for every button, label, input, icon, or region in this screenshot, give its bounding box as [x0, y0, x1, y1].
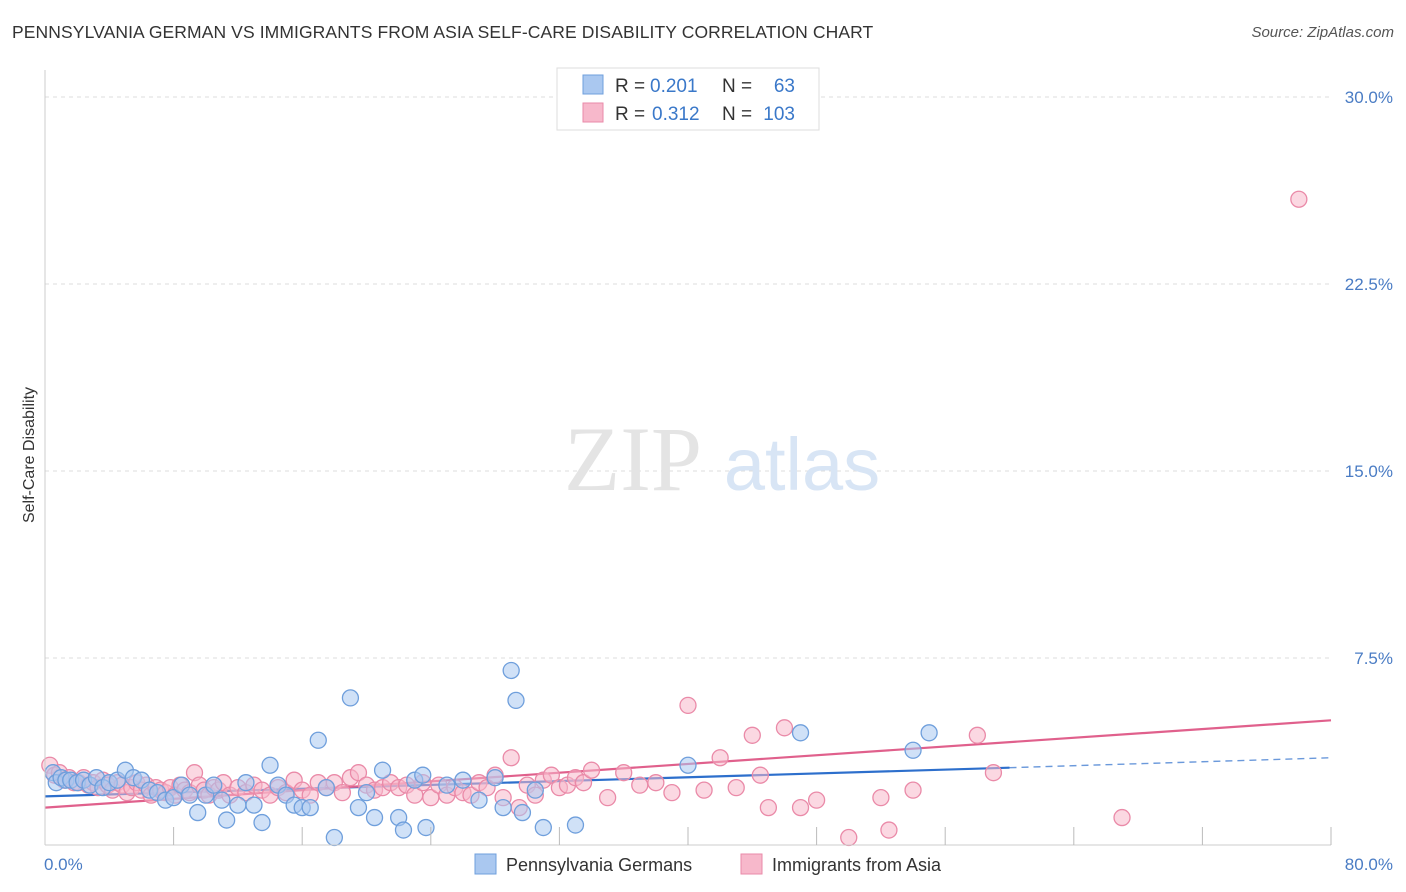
point-immigrants-from-asia [333, 783, 352, 802]
axes: 7.5% 15.0% 22.5% 30.0% 0.0% 80.0% [44, 70, 1393, 874]
point-pennsylvania-germans [414, 766, 432, 784]
point-immigrants-from-asia [679, 696, 697, 715]
point-pennsylvania-germans [181, 786, 199, 804]
point-pennsylvania-germans [357, 783, 376, 802]
source-note: Source: ZipAtlas.com [1251, 24, 1394, 41]
point-immigrants-from-asia [759, 798, 778, 817]
point-immigrants-from-asia [791, 798, 810, 817]
point-pennsylvania-germans [341, 689, 360, 707]
point-immigrants-from-asia [1290, 190, 1308, 208]
point-immigrants-from-asia [502, 749, 520, 767]
point-pennsylvania-germans [253, 813, 271, 832]
point-immigrants-from-asia [598, 788, 617, 807]
point-immigrants-from-asia [872, 788, 890, 807]
point-immigrants-from-asia [615, 764, 633, 782]
point-immigrants-from-asia [984, 764, 1003, 782]
bottom-legend: Pennsylvania Germans Immigrants from Asi… [474, 853, 942, 875]
legend-n-label-1: N = [722, 76, 752, 97]
point-immigrants-from-asia [904, 781, 922, 799]
point-pennsylvania-germans [301, 798, 319, 817]
point-immigrants-from-asia [582, 761, 601, 779]
point-pennsylvania-germans [309, 731, 327, 749]
bottom-legend-swatch-pink [740, 853, 763, 875]
bottom-legend-label-pink: Immigrants from Asia [772, 855, 942, 875]
point-pennsylvania-germans [245, 796, 263, 814]
y-tick-label: 7.5% [1354, 649, 1393, 668]
point-immigrants-from-asia [840, 828, 858, 847]
legend: R = 0.201 N = 63 R = 0.312 N = 103 [556, 67, 820, 131]
chart-title: PENNSYLVANIA GERMAN VS IMMIGRANTS FROM A… [12, 22, 874, 42]
point-pennsylvania-germans [513, 803, 532, 822]
data-points [41, 190, 1308, 847]
point-pennsylvania-germans [325, 828, 344, 847]
point-pennsylvania-germans [213, 791, 231, 809]
point-pennsylvania-germans [229, 796, 247, 814]
watermark-atlas: atlas [724, 423, 880, 506]
point-immigrants-from-asia [663, 783, 681, 802]
point-pennsylvania-germans [205, 776, 223, 794]
point-pennsylvania-germans [349, 798, 368, 817]
x-tick-label-max: 80.0% [1345, 855, 1393, 874]
point-immigrants-from-asia [807, 791, 826, 809]
point-immigrants-from-asia [743, 726, 761, 744]
legend-swatch-pink [582, 102, 604, 123]
point-pennsylvania-germans [394, 821, 413, 839]
point-immigrants-from-asia [349, 764, 368, 782]
point-immigrants-from-asia [880, 821, 898, 839]
point-pennsylvania-germans [438, 776, 456, 794]
legend-swatch-blue [582, 74, 604, 95]
point-pennsylvania-germans [791, 724, 810, 742]
point-pennsylvania-germans [237, 774, 255, 792]
point-pennsylvania-germans [904, 741, 922, 759]
point-immigrants-from-asia [968, 726, 986, 744]
point-pennsylvania-germans [261, 756, 279, 774]
bottom-legend-swatch-blue [474, 853, 497, 875]
legend-r-value-1: 0.201 [650, 76, 698, 97]
x-tick-label-min: 0.0% [44, 855, 83, 874]
point-pennsylvania-germans [217, 811, 236, 829]
point-pennsylvania-germans [470, 791, 488, 809]
point-pennsylvania-germans [566, 816, 585, 834]
point-pennsylvania-germans [494, 798, 512, 817]
point-pennsylvania-germans [486, 769, 504, 787]
point-immigrants-from-asia [1113, 808, 1131, 827]
point-immigrants-from-asia [647, 774, 665, 792]
legend-r-value-2: 0.312 [652, 104, 700, 125]
legend-r-label-1: R = [615, 76, 645, 97]
bottom-legend-label-blue: Pennsylvania Germans [506, 855, 692, 875]
grid [45, 96, 1331, 659]
point-pennsylvania-germans [679, 756, 697, 774]
point-pennsylvania-germans [373, 761, 392, 779]
point-immigrants-from-asia [695, 781, 713, 799]
legend-n-value-2: 103 [763, 104, 795, 125]
trend-line-pennsylvania-germans-extension [1009, 757, 1332, 769]
point-pennsylvania-germans [920, 724, 938, 742]
y-axis-title: Self-Care Disability [21, 387, 38, 523]
point-pennsylvania-germans [526, 781, 544, 799]
point-immigrants-from-asia [711, 749, 729, 767]
point-pennsylvania-germans [502, 661, 520, 680]
point-pennsylvania-germans [534, 818, 552, 837]
y-tick-label: 15.0% [1345, 462, 1393, 481]
point-pennsylvania-germans [454, 771, 472, 789]
point-immigrants-from-asia [751, 766, 769, 784]
watermark-zip: ZIP [564, 408, 702, 510]
point-immigrants-from-asia [631, 776, 649, 794]
point-pennsylvania-germans [317, 779, 335, 797]
y-tick-label: 30.0% [1345, 88, 1393, 107]
point-immigrants-from-asia [727, 779, 745, 797]
legend-n-value-1: 63 [774, 76, 795, 97]
point-immigrants-from-asia [574, 774, 593, 792]
point-pennsylvania-germans [365, 808, 384, 827]
point-immigrants-from-asia [775, 719, 794, 737]
legend-r-label-2: R = [615, 104, 645, 125]
legend-n-label-2: N = [722, 104, 752, 125]
point-pennsylvania-germans [417, 818, 435, 837]
point-immigrants-from-asia [542, 766, 561, 784]
y-tick-label: 22.5% [1345, 275, 1393, 294]
point-pennsylvania-germans [189, 803, 207, 822]
point-pennsylvania-germans [507, 691, 525, 710]
